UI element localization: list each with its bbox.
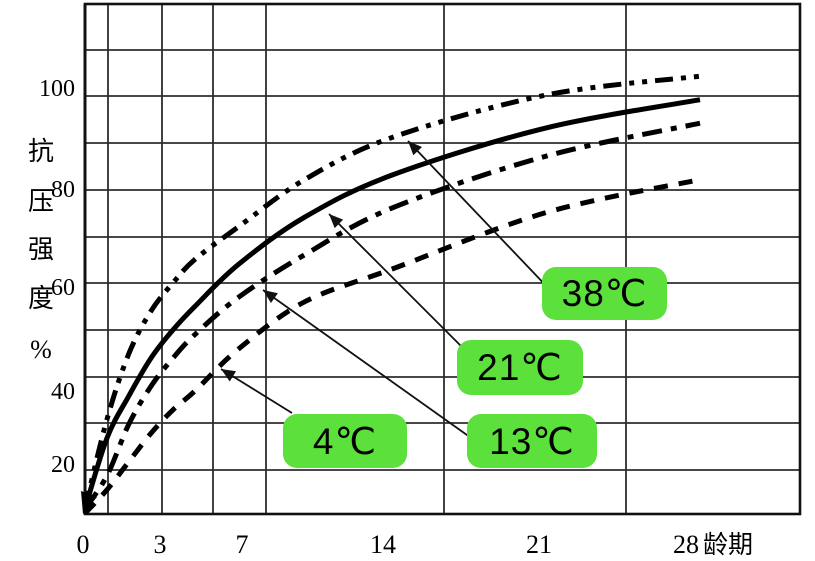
temp-label-4c: 4℃	[283, 414, 407, 468]
curve-4c	[83, 177, 701, 516]
leader-lines	[220, 140, 553, 441]
x-tick-labels: 0 3 7 14 21 28 龄期	[77, 530, 754, 559]
x-tick-0: 0	[77, 530, 90, 559]
x-tick-14: 14	[370, 530, 396, 559]
y-title-char: 抗	[28, 137, 54, 166]
x-tick-7: 7	[236, 530, 249, 559]
x-tick-21: 21	[526, 530, 552, 559]
y-tick-80: 80	[51, 177, 75, 203]
origin-arrowhead-icon	[81, 491, 97, 514]
curve-38c	[82, 73, 701, 510]
curve-group	[82, 73, 701, 516]
leader-arrow-21c	[328, 213, 464, 349]
y-tick-20: 20	[51, 452, 75, 478]
y-title-char: 强	[28, 235, 54, 264]
grid-lines	[85, 4, 800, 514]
temp-label-38c: 38℃	[542, 267, 667, 320]
y-tick-40: 40	[51, 379, 75, 405]
leader-arrow-38c	[407, 140, 553, 293]
leader-arrow-13c	[262, 289, 475, 441]
y-title-char: %	[30, 335, 52, 364]
y-tick-100: 100	[39, 76, 75, 102]
x-axis-unit-label: 龄期	[703, 531, 753, 559]
y-axis-title: 抗 压 强 度 %	[28, 137, 54, 364]
y-tick-60: 60	[51, 275, 75, 301]
leader-arrow-4c	[220, 368, 293, 414]
temp-label-21c: 21℃	[457, 340, 583, 395]
y-title-char: 度	[28, 284, 54, 313]
curve-21c	[82, 97, 701, 510]
x-tick-28: 28	[673, 530, 699, 559]
x-tick-3: 3	[154, 530, 167, 559]
curve-13c	[82, 120, 701, 511]
y-title-char: 压	[28, 187, 54, 216]
y-tick-labels: 100 80 60 40 20	[39, 76, 75, 478]
temp-label-13c: 13℃	[467, 414, 597, 468]
